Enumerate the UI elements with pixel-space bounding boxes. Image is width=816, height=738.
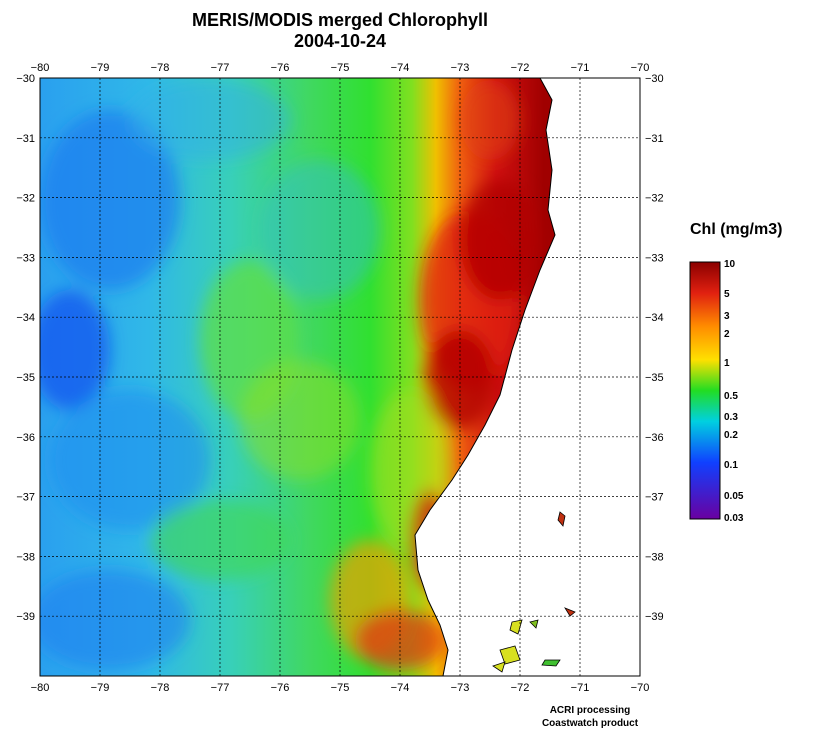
- lon-tick-bottom: −73: [451, 682, 470, 694]
- colorbar-label: 3: [724, 311, 730, 322]
- lat-tick-left: −31: [16, 133, 35, 145]
- lat-tick-right: −32: [645, 193, 664, 205]
- colorbar-label: 10: [724, 259, 736, 270]
- lon-tick-bottom: −77: [211, 682, 230, 694]
- lon-tick-top: −70: [631, 62, 650, 74]
- lon-tick-bottom: −71: [571, 682, 590, 694]
- axis-ticks: −80 −80 −79 −79 −78 −78 −77 −77 −76 −76 −75 −75 −74 −…: [16, 62, 663, 694]
- lon-tick-top: −79: [91, 62, 110, 74]
- lat-tick-left: −30: [16, 73, 35, 85]
- lat-tick-left: −32: [16, 193, 35, 205]
- credit-processing: ACRI processing: [549, 705, 631, 716]
- lat-tick-left: −38: [16, 551, 35, 563]
- lat-tick-right: −37: [645, 492, 664, 504]
- lat-tick-right: −35: [645, 372, 664, 384]
- lat-tick-right: −39: [645, 611, 664, 623]
- lon-tick-bottom: −70: [631, 682, 650, 694]
- lon-tick-bottom: −76: [271, 682, 290, 694]
- colorbar-label: 2: [724, 329, 730, 340]
- lon-tick-top: −75: [331, 62, 350, 74]
- map-frame: [39, 77, 641, 677]
- lon-tick-top: −80: [31, 62, 50, 74]
- chlorophyll-field: [40, 78, 640, 676]
- lat-tick-right: −38: [645, 551, 664, 563]
- coastline: [414, 78, 556, 676]
- lon-tick-top: −77: [211, 62, 230, 74]
- map-date: 2004-10-24: [293, 31, 387, 51]
- lat-tick-right: −31: [645, 133, 664, 145]
- colorbar-labels: 10 5 3 2 1 0.5 0.3 0.2 0.1 0.05 0.03: [724, 259, 744, 524]
- colorbar-label: 0.05: [724, 491, 744, 502]
- land-mass: [415, 78, 640, 676]
- lon-tick-bottom: −80: [31, 682, 50, 694]
- lon-tick-bottom: −79: [91, 682, 110, 694]
- lon-tick-top: −78: [151, 62, 170, 74]
- lat-tick-left: −39: [16, 611, 35, 623]
- lat-tick-left: −33: [16, 252, 35, 264]
- colorbar-label: 0.3: [724, 412, 738, 423]
- lon-tick-top: −74: [391, 62, 410, 74]
- lat-tick-right: −30: [645, 73, 664, 85]
- lon-tick-bottom: −72: [511, 682, 530, 694]
- lat-tick-left: −37: [16, 492, 35, 504]
- colorbar-label: 0.03: [724, 513, 744, 524]
- colorbar-label: 0.2: [724, 430, 738, 441]
- colorbar-label: 5: [724, 289, 730, 300]
- lon-tick-top: −72: [511, 62, 530, 74]
- colorbar: [689, 261, 721, 520]
- graticule: [40, 78, 640, 676]
- lat-tick-right: −36: [645, 432, 664, 444]
- lat-tick-right: −33: [645, 252, 664, 264]
- lat-tick-left: −34: [16, 312, 35, 324]
- lat-tick-left: −35: [16, 372, 35, 384]
- lon-tick-top: −73: [451, 62, 470, 74]
- colorbar-title: Chl (mg/m3): [690, 221, 783, 238]
- lon-tick-bottom: −75: [331, 682, 350, 694]
- lon-tick-bottom: −74: [391, 682, 410, 694]
- lon-tick-top: −76: [271, 62, 290, 74]
- lon-tick-bottom: −78: [151, 682, 170, 694]
- islands: [492, 511, 576, 673]
- colorbar-label: 0.1: [724, 460, 738, 471]
- lat-tick-left: −36: [16, 432, 35, 444]
- map-title: MERIS/MODIS merged Chlorophyll: [191, 10, 489, 30]
- colorbar-label: 0.5: [724, 391, 738, 402]
- lat-tick-right: −34: [645, 312, 664, 324]
- colorbar-label: 1: [724, 358, 730, 369]
- credit-product: Coastwatch product: [541, 718, 639, 729]
- lon-tick-top: −71: [571, 62, 590, 74]
